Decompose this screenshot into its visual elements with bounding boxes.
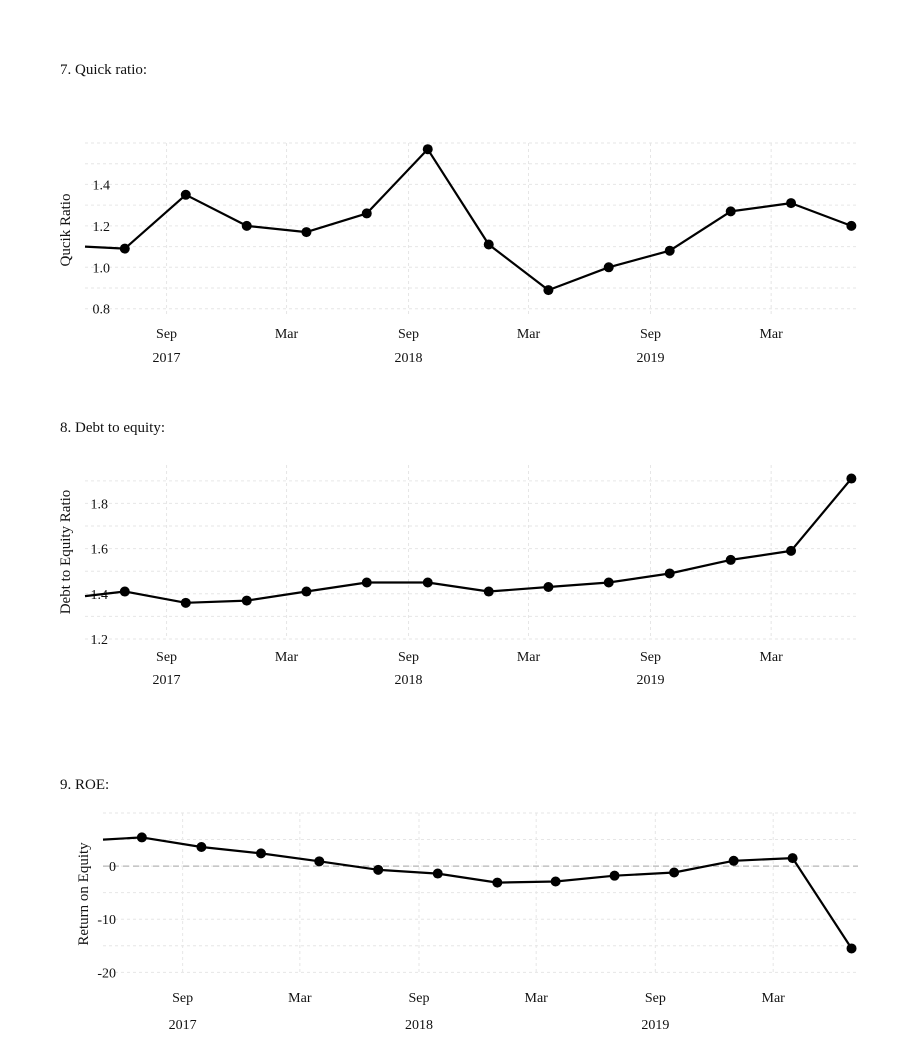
x-tick-label: Sep — [645, 991, 666, 1006]
roe-chart: -20 -10 0 Return on Equity Sep 2017 Mar Sep 2018… — [76, 812, 858, 1033]
x-tick-year-label: 2018 — [395, 351, 423, 366]
x-tick-label: Mar — [275, 650, 299, 665]
data-point — [725, 206, 736, 217]
x-tick-label: Mar — [288, 991, 312, 1006]
data-point — [787, 853, 798, 864]
data-point — [255, 848, 266, 859]
data-point — [664, 568, 675, 579]
y-tick-label: -10 — [97, 913, 116, 928]
series-line — [84, 477, 853, 604]
x-tick-label: Mar — [762, 991, 786, 1006]
x-tick-year-label: 2019 — [641, 1018, 669, 1033]
data-point — [669, 867, 680, 878]
data-point — [483, 586, 494, 597]
x-tick-label: Sep — [172, 991, 193, 1006]
data-point — [603, 262, 614, 273]
data-point — [241, 595, 252, 606]
quick-ratio-chart: 0.8 1.0 1.2 1.4 Qucik Ratio Sep 2017 Mar Sep 2018… — [58, 142, 858, 366]
x-tick-label: Mar — [525, 991, 549, 1006]
y-tick-label: 1.4 — [93, 178, 111, 193]
data-point — [846, 473, 857, 484]
data-point — [846, 220, 857, 231]
data-point — [422, 144, 433, 155]
y-tick-label: 1.2 — [93, 220, 111, 235]
y-axis-label: Debt to Equity Ratio — [58, 490, 74, 615]
data-point — [543, 285, 554, 296]
x-tick-year-label: 2019 — [636, 673, 664, 688]
series-line — [84, 148, 852, 292]
debt-to-equity-section-title: 8. Debt to equity: — [60, 420, 165, 436]
data-point — [543, 582, 554, 593]
x-tick-label: Sep — [640, 327, 661, 342]
data-point — [119, 586, 130, 597]
y-tick-label: -20 — [97, 966, 116, 981]
data-point — [314, 856, 325, 867]
data-point — [725, 554, 736, 565]
x-tick-label: Sep — [156, 327, 177, 342]
data-point — [301, 227, 312, 238]
data-point — [361, 208, 372, 219]
data-point — [728, 855, 739, 866]
quick-ratio-section-title: 7. Quick ratio: — [60, 62, 148, 78]
x-tick-year-label: 2017 — [153, 351, 181, 366]
data-point — [492, 877, 503, 888]
y-tick-label: 1.8 — [91, 497, 109, 512]
x-tick-label: Mar — [759, 327, 783, 342]
data-point — [180, 597, 191, 608]
x-tick-label: Mar — [517, 650, 541, 665]
data-point — [550, 876, 561, 887]
data-point — [603, 577, 614, 588]
data-point — [241, 220, 252, 231]
x-tick-label: Sep — [408, 991, 429, 1006]
data-point — [119, 243, 130, 254]
data-point — [136, 832, 147, 843]
y-tick-label: 1.6 — [91, 543, 109, 558]
y-axis-label: Qucik Ratio — [58, 194, 74, 267]
series-line — [102, 836, 853, 950]
y-axis-label: Return on Equity — [76, 842, 92, 946]
x-tick-label: Sep — [156, 650, 177, 665]
data-point — [664, 245, 675, 256]
data-point — [786, 545, 797, 556]
y-tick-label: 1.2 — [91, 633, 109, 648]
x-tick-year-label: 2017 — [169, 1018, 197, 1033]
x-tick-year-label: 2017 — [153, 673, 181, 688]
data-point — [196, 841, 207, 852]
data-point — [180, 189, 191, 200]
data-point — [846, 943, 857, 954]
x-tick-year-label: 2019 — [636, 351, 664, 366]
x-tick-year-label: 2018 — [395, 673, 423, 688]
data-point — [301, 586, 312, 597]
x-tick-label: Mar — [275, 327, 299, 342]
y-tick-label: 1.0 — [93, 261, 111, 276]
x-tick-label: Mar — [517, 327, 541, 342]
y-tick-label: 0 — [109, 860, 116, 875]
data-point — [483, 239, 494, 250]
roe-section-title: 9. ROE: — [60, 777, 110, 793]
data-point — [373, 864, 384, 875]
x-tick-label: Sep — [640, 650, 661, 665]
x-tick-year-label: 2018 — [405, 1018, 433, 1033]
data-point — [432, 868, 443, 879]
x-tick-label: Mar — [759, 650, 783, 665]
x-tick-label: Sep — [398, 327, 419, 342]
data-point — [422, 577, 433, 588]
data-point — [361, 577, 372, 588]
x-tick-label: Sep — [398, 650, 419, 665]
y-tick-label: 0.8 — [93, 303, 111, 318]
data-point — [609, 870, 620, 881]
data-point — [786, 198, 797, 209]
